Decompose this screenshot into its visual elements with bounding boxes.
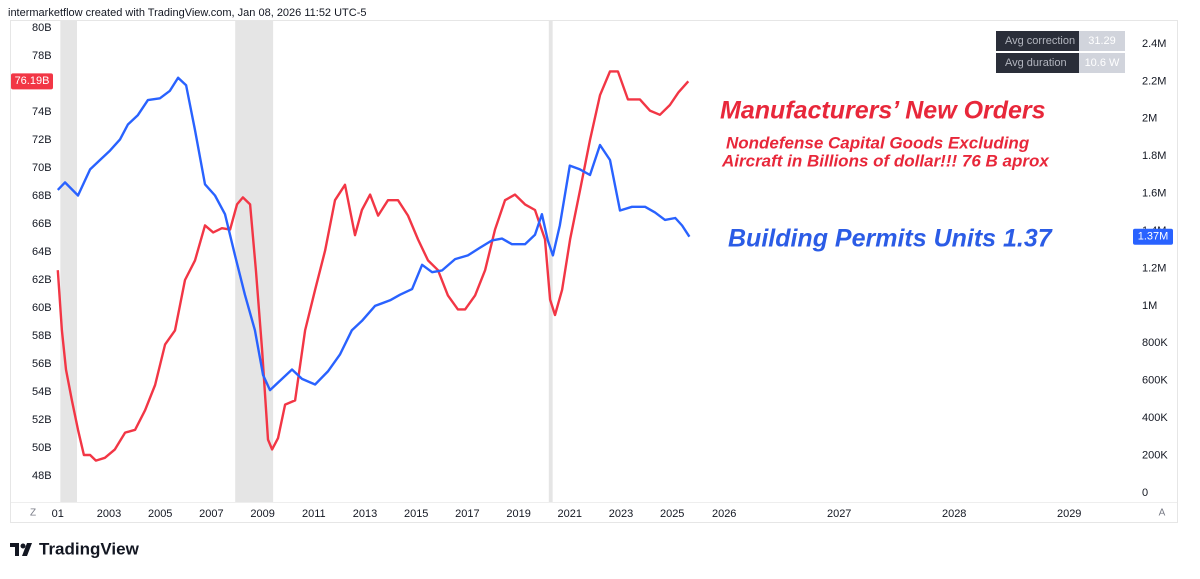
y2-tick-label: 1.8M: [1142, 150, 1166, 162]
stat-box: [996, 31, 1079, 51]
x-tick-label: 2027: [827, 508, 851, 520]
stat-box: [1079, 31, 1125, 51]
y-tick-label: 56B: [32, 358, 52, 370]
stats-panel: Avg correction 31.29 Avg duration 10.6 W: [996, 31, 1125, 73]
last-value-label: 1.37M: [1138, 231, 1169, 243]
stat-box: [1079, 53, 1125, 73]
x-tick-label: 01: [52, 508, 64, 520]
x-tick-label: 2015: [404, 508, 428, 520]
x-tick-label: 2011: [302, 508, 326, 520]
logo-glyph: [20, 543, 26, 549]
annotation: Manufacturers’ New Orders: [720, 97, 1046, 125]
x-tick-label: 2009: [250, 508, 274, 520]
y-tick-label: 72B: [32, 134, 52, 146]
annotation: Building Permits Units 1.37: [728, 225, 1053, 253]
y2-tick-label: 1.2M: [1142, 262, 1166, 274]
logo-glyph: [22, 543, 32, 556]
series-line: [56, 76, 691, 392]
x-tick-label: 2017: [455, 508, 479, 520]
y2-tick-label: 400K: [1142, 412, 1168, 424]
last-value-label: 76.19B: [15, 75, 50, 87]
recession-band: [60, 21, 77, 502]
stat-box: [996, 53, 1079, 73]
x-tick-label: 2025: [660, 508, 684, 520]
x-tick-label: 2029: [1057, 508, 1081, 520]
y2-tick-label: 200K: [1142, 449, 1168, 461]
y-tick-label: 78B: [32, 50, 52, 62]
header-text: intermarketflow created with TradingView…: [8, 7, 367, 19]
y-tick-label: 80B: [32, 22, 52, 34]
plot-area: [56, 21, 691, 502]
series-line: [56, 70, 690, 462]
y-tick-label: 60B: [32, 302, 52, 314]
y2-tick-label: 800K: [1142, 337, 1168, 349]
scale-button[interactable]: Z: [30, 508, 36, 519]
stat-value: 10.6 W: [1085, 57, 1120, 69]
stat-value: 31.29: [1088, 35, 1116, 47]
y2-tick-label: 2.2M: [1142, 75, 1166, 87]
recession-band: [548, 21, 553, 502]
last-value-tag: [1133, 228, 1173, 245]
y2-tick-label: 0: [1142, 487, 1148, 499]
annotation: Nondefense Capital Goods Excluding: [726, 133, 1030, 152]
y-tick-label: 70B: [32, 162, 52, 174]
x-tick-label: 2026: [712, 508, 736, 520]
y-tick-label: 66B: [32, 218, 52, 230]
y-tick-label: 74B: [32, 106, 52, 118]
y-tick-label: 48B: [32, 470, 52, 482]
y-tick-label: 68B: [32, 190, 52, 202]
y2-tick-label: 1.6M: [1142, 188, 1166, 200]
y2-tick-label: 600K: [1142, 375, 1168, 387]
x-tick-label: 2005: [148, 508, 172, 520]
chart-frame: [10, 20, 1178, 523]
x-tick-label: 2013: [353, 508, 377, 520]
x-tick-label: 2003: [97, 508, 121, 520]
y2-tick-label: 2M: [1142, 113, 1157, 125]
last-value-tag: [11, 73, 53, 90]
y-tick-label: 64B: [32, 246, 52, 258]
y-tick-label: 58B: [32, 330, 52, 342]
y-tick-label: 54B: [32, 386, 52, 398]
x-tick-label: 2023: [609, 508, 633, 520]
x-tick-label: 2028: [942, 508, 966, 520]
y-tick-label: 62B: [32, 274, 52, 286]
annotation: Aircraft in Billions of dollar!!! 76 B a…: [721, 151, 1050, 170]
brand-name: TradingView: [39, 539, 140, 558]
x-tick-label: 2019: [506, 508, 530, 520]
scale-button[interactable]: A: [1159, 508, 1166, 519]
brand-logo: TradingView: [10, 539, 140, 558]
y-tick-label: 50B: [32, 442, 52, 454]
x-tick-label: 2007: [199, 508, 223, 520]
stat-label: Avg correction: [1005, 35, 1075, 47]
stat-label: Avg duration: [1005, 57, 1067, 69]
y2-tick-label: 1M: [1142, 300, 1157, 312]
y-tick-label: 52B: [32, 414, 52, 426]
logo-glyph: [10, 543, 19, 556]
y2-tick-label: 2.4M: [1142, 38, 1166, 50]
x-tick-label: 2021: [558, 508, 582, 520]
